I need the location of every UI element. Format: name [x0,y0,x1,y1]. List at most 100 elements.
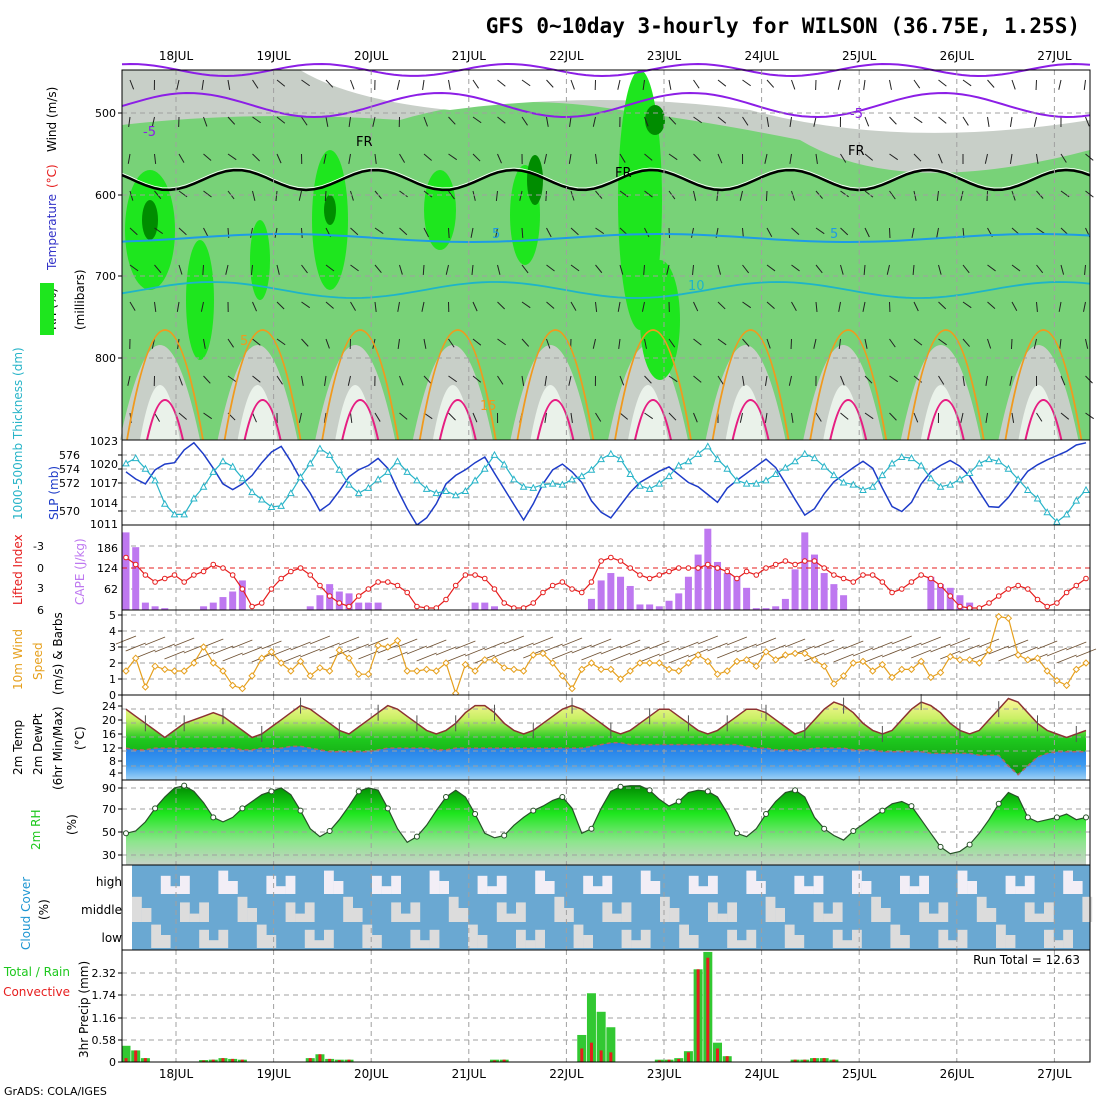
li-point [918,572,924,578]
wind10m-point [616,675,625,683]
wind10m-point [917,657,925,666]
wind-barb [274,227,278,238]
cloud-cell [180,902,190,922]
rh2m-point [239,805,246,812]
temp2m-line [125,697,1087,739]
contour-15 [1004,329,1083,441]
wind-barb [545,190,547,202]
wind-barb [470,227,474,238]
wind-barb [913,301,919,312]
rh2m-point [733,830,740,837]
li-point [743,568,750,575]
wind10m-point [810,656,819,664]
wind-barb [1011,264,1021,272]
wind-barb [889,338,896,348]
ylabel-slp: SLP (mb) [47,466,61,520]
li-point [161,575,168,582]
wind-barb [791,227,800,236]
cloud-cell [554,896,565,922]
li-point [123,554,129,561]
wind-barb [301,116,308,126]
wind-barb [788,375,792,386]
y-tick-label: 2.32 [92,967,117,980]
wind10m-barb [1066,641,1087,651]
cloud-cell [160,875,171,894]
wind10m-barb [784,638,806,648]
cloud-cell [640,870,651,894]
wind-barb [691,227,694,238]
rh2m-point [792,787,799,794]
wind10m-barb [717,649,738,659]
rh-moist-cell [618,70,662,330]
thickness-point [180,510,189,518]
li-point [394,582,401,589]
wind-barb [592,338,596,349]
wind-barb [176,301,180,312]
top-date-axis: 18JUL 19JUL 20JUL 21JUL 22JUL 23JUL 24JUL 25JUL… [159,49,1072,63]
thickness-point [820,462,829,470]
cloud-cell [228,881,238,894]
wind-barb [422,79,425,90]
wind10m-barb [852,647,874,657]
cloud-cell [612,913,622,922]
wind10m-barb [426,639,447,649]
contour-15 [126,329,204,441]
cloud-cell [285,875,296,894]
cape-bar [229,591,237,610]
precip-conv-bar [240,1059,244,1062]
wind-barb [742,264,750,274]
li-point [288,568,294,575]
wind-barb [742,338,750,347]
cloud-cell [583,935,593,948]
cloud-cell [573,924,584,948]
li-point [937,582,944,589]
upper-air-ylabel: RH (%) Temperature (°C) Wind (m/s) [45,87,59,330]
slp-tick-label: 1023 [90,435,118,448]
cape-bar [219,597,227,610]
wind-barb [276,301,285,310]
wind10m-point [1033,654,1042,662]
thickness-point [1023,485,1032,493]
cloud-cell [285,902,296,922]
y-tick-label: 1.74 [92,989,117,1002]
cloud-cell [746,870,757,894]
wind-barb [840,190,849,198]
wind10m-barb [707,642,728,652]
wind-barb [154,227,164,235]
li-point [695,565,701,571]
cape-bar [937,584,945,610]
slp-tick-label: 1020 [90,458,118,471]
lifted-index-line [125,556,1087,609]
wind-barb [448,227,450,239]
cloud-cell [266,935,277,948]
li-point [850,579,857,585]
wind-barb [644,190,653,198]
li-point [481,575,488,582]
li-point [646,575,653,582]
cape-bar [316,595,324,610]
li-point [588,579,595,585]
precip-conv-bar [211,1059,215,1062]
li-point [763,565,769,571]
wind-barb [546,79,554,88]
wind10m-point [219,667,227,675]
wind10m-barb [1017,646,1038,656]
wind-barb [791,264,800,272]
cloud-panel: high middle low Cloud Cover (%) [19,864,1093,951]
wind-barb [276,153,282,164]
precip-y-ticks: 2.32 1.74 1.16 0.58 0 [92,967,122,1069]
thickness-line [125,445,1087,523]
li-point [578,589,585,596]
thickness-point [374,475,382,483]
cloud-cell [516,929,526,948]
wind-barb [717,338,727,346]
cape-bar [810,554,818,610]
wind10m-barb [697,635,718,645]
wind10m-barb [222,652,243,662]
cloud-cell [420,940,430,948]
wind10m-point [1014,651,1022,659]
li-point [452,582,459,589]
precip-conv-bar [822,1058,826,1062]
thickness-point [985,455,993,463]
wind-barb [374,301,377,312]
